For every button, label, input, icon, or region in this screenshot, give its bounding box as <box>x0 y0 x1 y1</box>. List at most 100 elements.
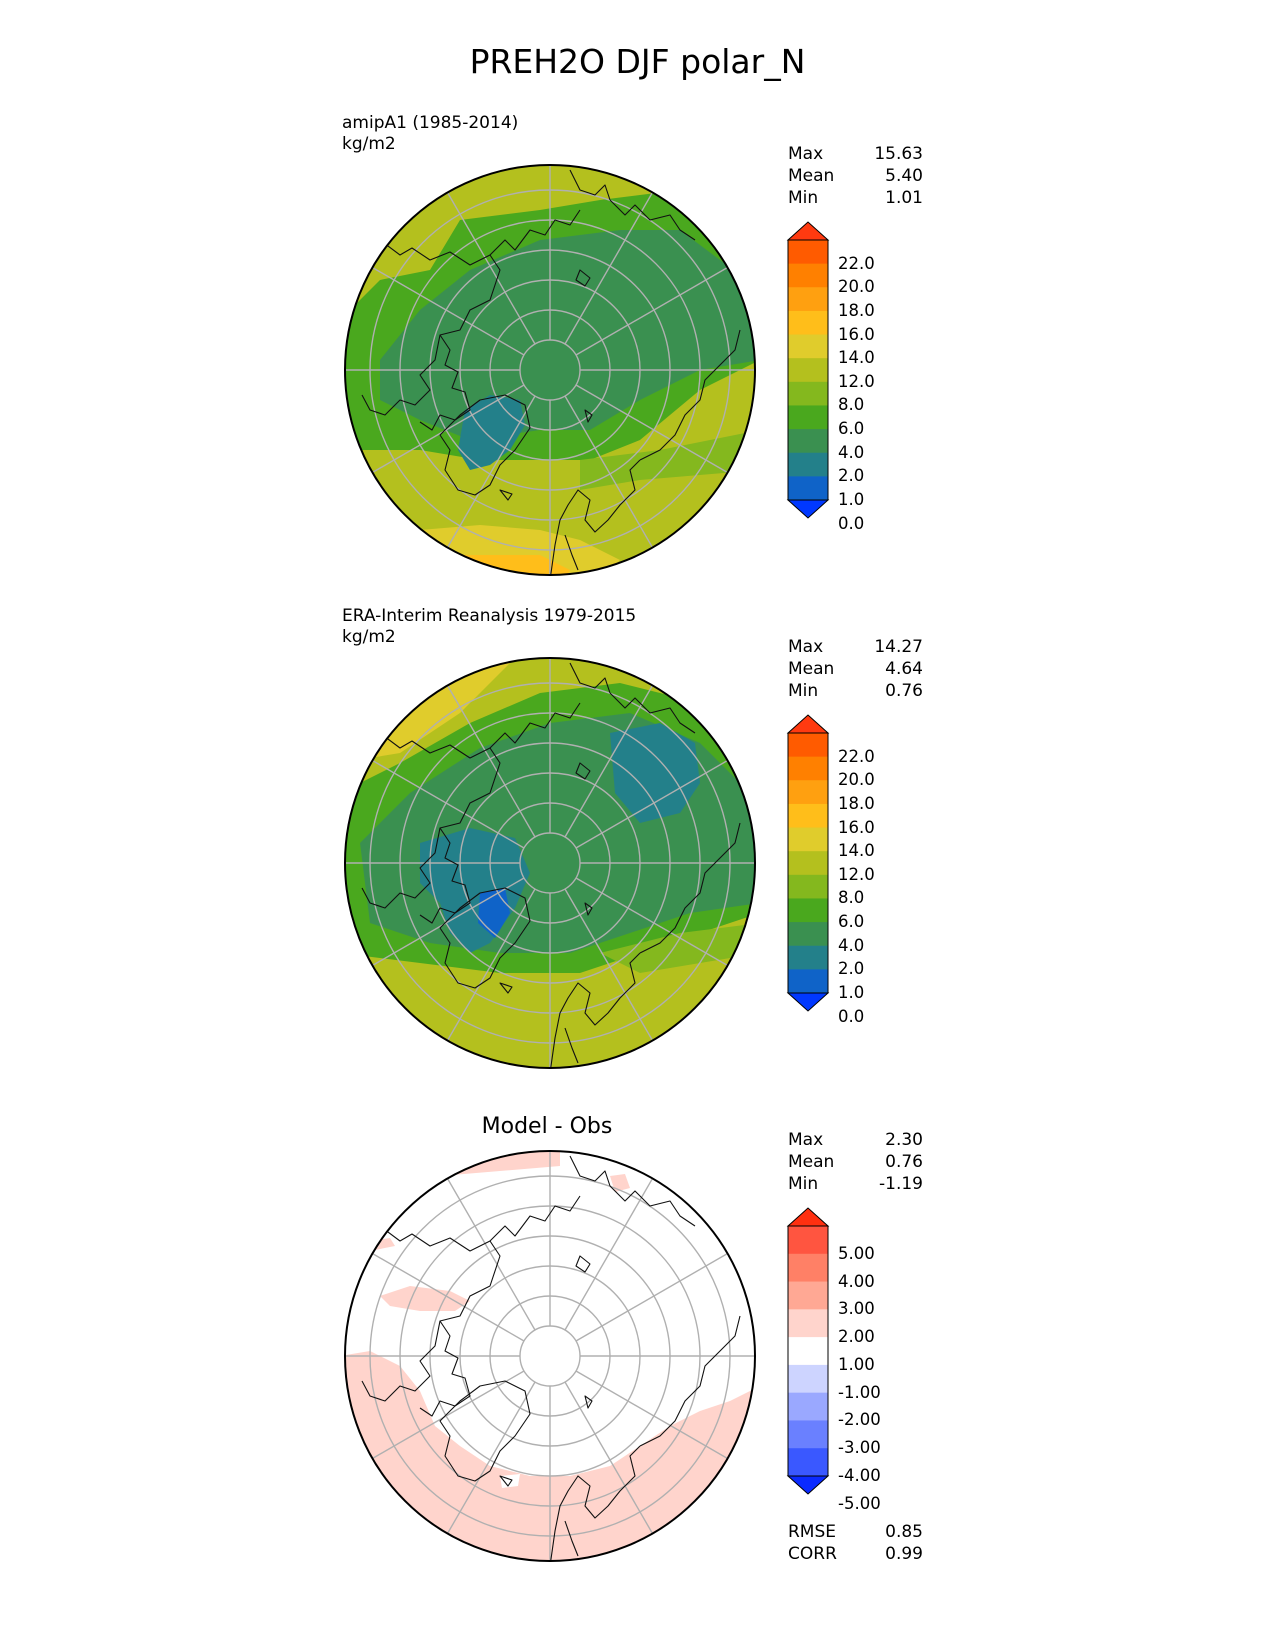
colorbar-outline <box>787 239 829 501</box>
colorbar-tick-label: 6.0 <box>838 912 865 932</box>
model-name: amipA1 (1985-2014) <box>342 113 519 133</box>
obs-colorbar: 22.0 20.0 18.0 16.0 14.0 12.0 8.0 6.0 4.0 2.0 1.0 0… <box>786 713 906 1025</box>
colorbar-segment <box>788 851 828 876</box>
colorbar-segment <box>788 780 828 805</box>
coastline-segment <box>569 662 611 694</box>
coastline-segment <box>361 732 501 909</box>
coastline-segment <box>499 489 513 501</box>
colorbar-segment <box>788 240 828 265</box>
colorbar-segment <box>788 898 828 923</box>
model-units: kg/m2 <box>342 134 396 154</box>
colorbar-graphic <box>786 714 830 1012</box>
diff-stats: Max 2.30 Mean 0.76 Min -1.19 <box>788 1129 923 1195</box>
obs-units: kg/m2 <box>342 627 396 647</box>
meridian-line <box>575 384 741 481</box>
colorbar-tick-label: 18.0 <box>838 300 875 320</box>
diff-colorbar: 5.00 4.00 3.00 2.00 1.00 -1.00 -2.00 -3.00 -4.00… <box>786 1206 906 1512</box>
coastlines <box>361 662 741 1068</box>
meridian-line <box>439 672 536 838</box>
colorbar-tick-label: 14.0 <box>838 841 875 861</box>
coastline-segment <box>499 982 513 994</box>
colorbar-tick-label: 22.0 <box>838 253 875 273</box>
coastline-segment <box>439 1380 531 1482</box>
stat-min-label: Min <box>788 188 819 208</box>
stat-max-label: Max <box>788 1130 824 1150</box>
colorbar-segment <box>788 334 828 359</box>
colorbar-tick-label: -2.00 <box>838 1410 881 1430</box>
stat-rmse-value: 0.85 <box>885 1522 923 1542</box>
colorbar-segment <box>788 945 828 970</box>
colorbar-segment <box>788 310 828 336</box>
colorbar-segment <box>788 969 828 994</box>
colorbar-segment <box>788 358 828 383</box>
colorbar-tick-label: 22.0 <box>838 746 875 766</box>
coastline-segment <box>439 394 531 496</box>
meridian-line <box>359 259 525 356</box>
colorbar-extension-top <box>786 1207 830 1227</box>
colorbar-segment <box>788 1392 828 1421</box>
colorbar-segment <box>788 1281 828 1310</box>
model-stats: Max 15.63 Mean 5.40 Min 1.01 <box>788 143 923 209</box>
colorbar-tick-label: -3.00 <box>838 1438 881 1458</box>
coastline-segment <box>361 1225 501 1402</box>
colorbar-segment <box>788 381 828 406</box>
coastline-segment <box>639 329 741 461</box>
stat-max-label: Max <box>788 637 824 657</box>
coastline-segment <box>639 1315 741 1447</box>
colorbar-segment <box>788 733 828 758</box>
graticule <box>345 658 755 1068</box>
meridian-line <box>439 1381 536 1547</box>
contour-region <box>380 1286 470 1311</box>
stat-mean-value: 5.40 <box>885 166 923 186</box>
stat-min-label: Min <box>788 681 819 701</box>
meridian-line <box>439 1165 536 1331</box>
coastline-segment <box>564 1027 579 1064</box>
stat-min-value: 1.01 <box>885 188 923 208</box>
coastline-segment <box>575 1255 591 1273</box>
coastline-segment <box>584 1395 593 1409</box>
meridian-line <box>575 259 741 356</box>
stat-max-label: Max <box>788 144 824 164</box>
colorbar-tick-label: 12.0 <box>838 864 875 884</box>
colorbar-tick-label: 4.0 <box>838 935 865 955</box>
coastline-segment <box>609 692 696 734</box>
colorbar-tick-label: 16.0 <box>838 817 875 837</box>
coastline-segment <box>419 1320 471 1417</box>
obs-name: ERA-Interim Reanalysis 1979-2015 <box>342 606 637 626</box>
coastline-segment <box>549 952 641 1068</box>
colorbar-segment <box>788 1226 828 1255</box>
coastline-segment <box>569 169 611 201</box>
colorbar-tick-label: 2.0 <box>838 466 865 486</box>
stat-min-label: Min <box>788 1174 819 1194</box>
colorbar-tick-label: 1.00 <box>838 1354 875 1374</box>
stat-rmse-label: RMSE <box>788 1522 837 1542</box>
meridian-line <box>439 395 536 561</box>
coastline-segment <box>575 762 591 780</box>
meridian-line <box>564 179 661 345</box>
coastline-segment <box>584 902 593 916</box>
stat-max-value: 14.27 <box>874 637 923 657</box>
stat-corr-value: 0.99 <box>885 1544 923 1564</box>
colorbar-tick-label: 4.00 <box>838 1271 875 1291</box>
colorbar-tick-label: -1.00 <box>838 1382 881 1402</box>
stat-min-value: 0.76 <box>885 681 923 701</box>
meridian-line <box>564 672 661 838</box>
coastline-segment <box>549 459 641 575</box>
diff-title: Model - Obs <box>481 1114 613 1139</box>
coastline-segment <box>419 334 471 431</box>
colorbar-tick-label: 1.0 <box>838 490 865 509</box>
colorbar-tick-label: 20.0 <box>838 277 875 297</box>
meridian-line <box>359 1245 525 1342</box>
coastline-segment <box>609 199 696 241</box>
field-contours <box>345 1151 755 1561</box>
graticule <box>345 1151 755 1561</box>
colorbar-tick-label: 6.0 <box>838 419 865 439</box>
diff-polar-map <box>344 1150 756 1562</box>
colorbar-tick-label: 12.0 <box>838 371 875 391</box>
coastline-segment <box>549 1445 641 1561</box>
meridian-line <box>439 179 536 345</box>
colorbar-segment <box>788 1448 828 1477</box>
colorbar-tick-label: 16.0 <box>838 324 875 344</box>
stat-mean-value: 4.64 <box>885 659 923 679</box>
coastline-segment <box>575 269 591 287</box>
